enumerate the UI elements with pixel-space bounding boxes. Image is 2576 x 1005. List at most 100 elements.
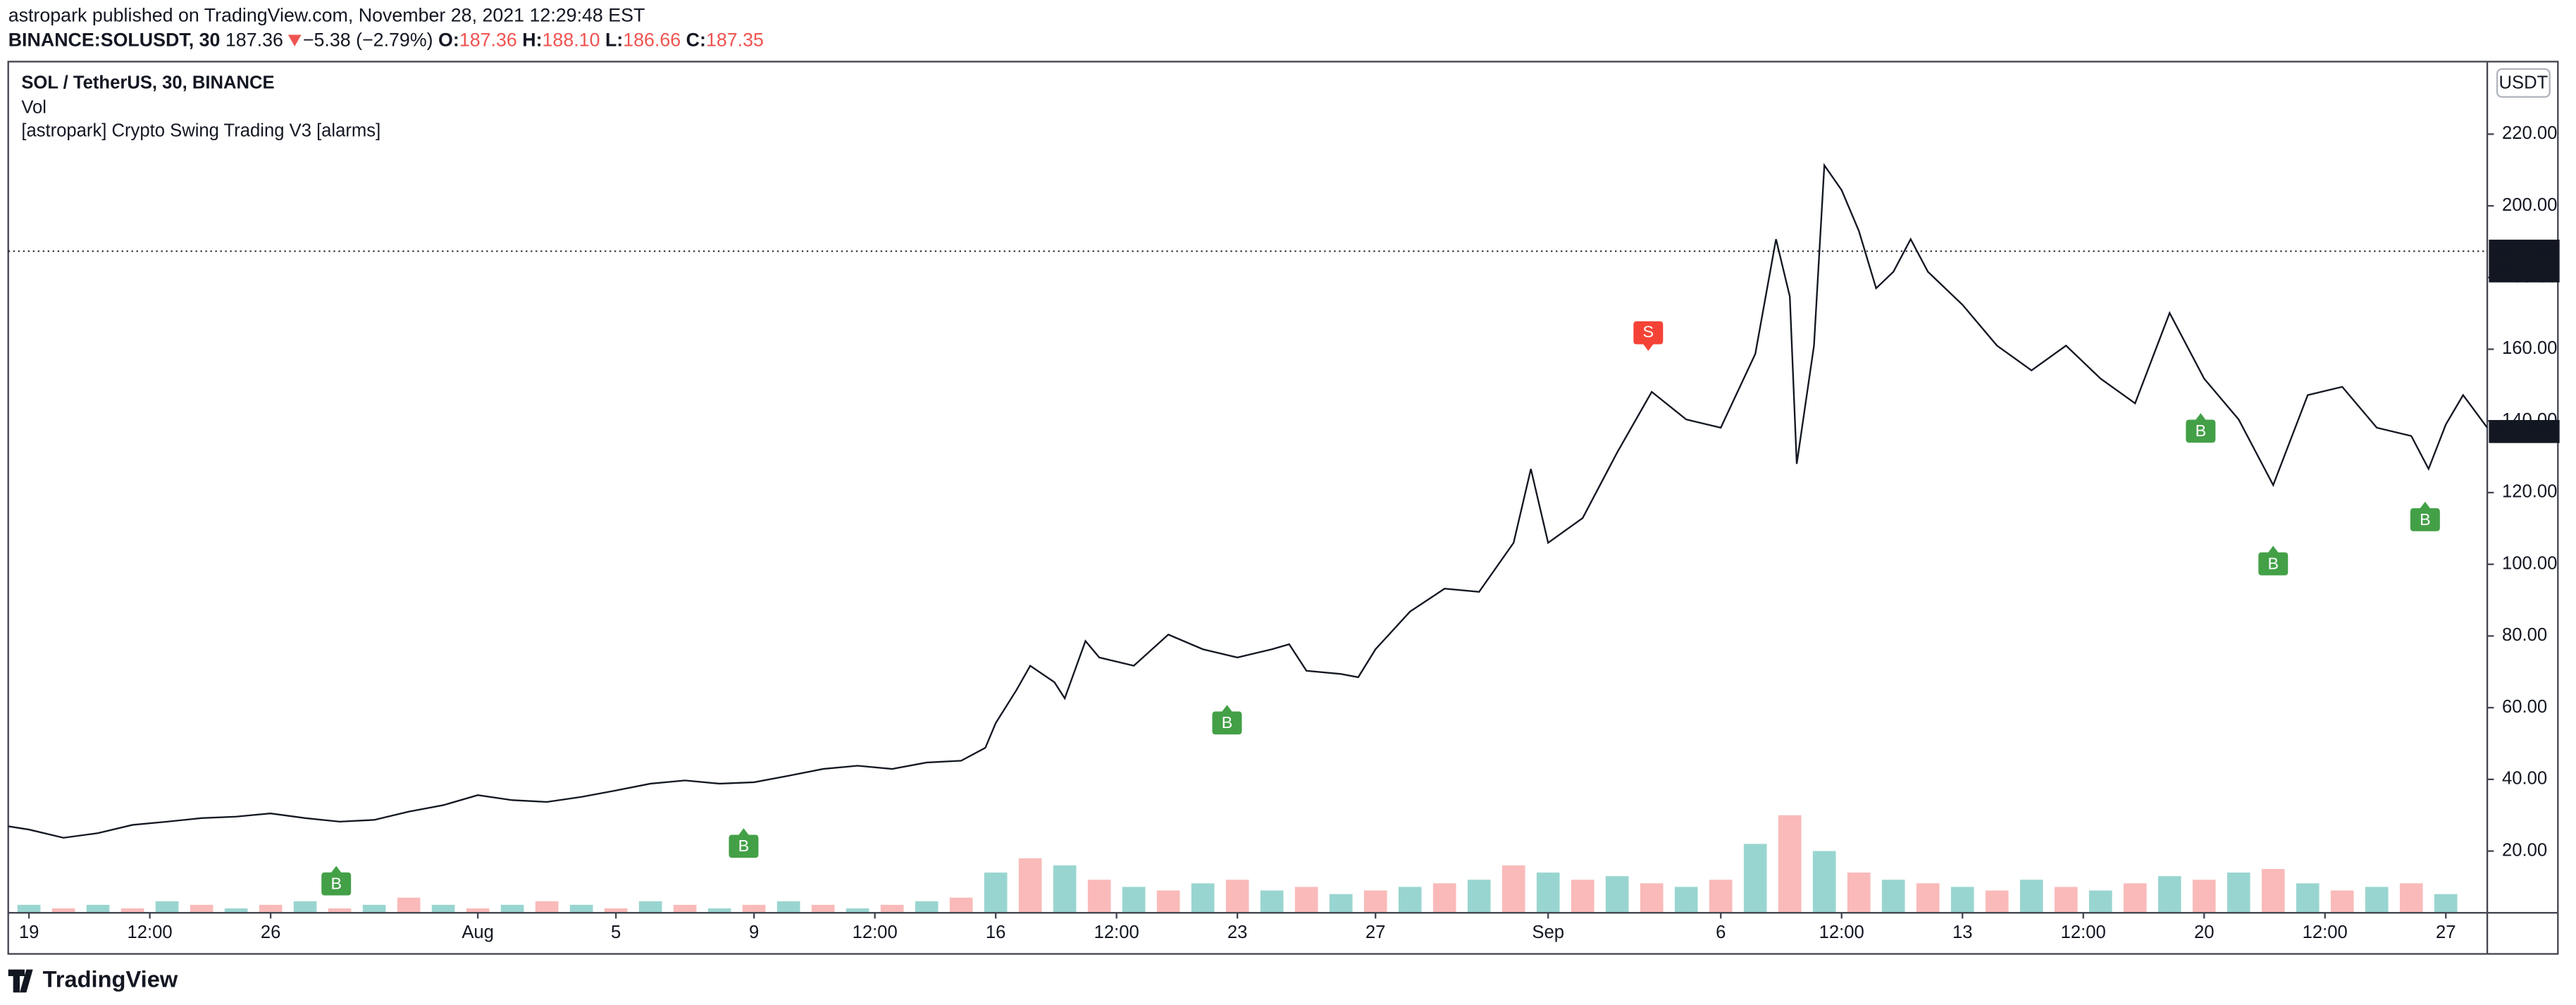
x-tick-label: 26 — [261, 923, 281, 942]
signal-label: B — [2420, 510, 2431, 529]
volume-bar — [742, 904, 766, 913]
x-tick-label: 9 — [749, 923, 759, 942]
price-label-box — [2489, 419, 2560, 443]
signal-badge — [2410, 501, 2440, 531]
volume-bar — [466, 908, 490, 913]
volume-bar — [846, 908, 869, 913]
volume-bar — [535, 901, 559, 913]
volume-bar — [1363, 890, 1387, 913]
volume-bar — [1087, 880, 1111, 913]
close-label: C: — [686, 29, 706, 50]
volume-bar — [51, 908, 75, 913]
volume-bar — [1536, 873, 1560, 913]
close: 187.35 — [706, 29, 764, 50]
volume-bar — [293, 901, 317, 913]
y-tick-label: 20.00 — [2502, 840, 2547, 860]
volume-bar — [1122, 887, 1146, 913]
volume-bar — [1225, 880, 1249, 913]
low: 186.66 — [623, 29, 681, 50]
volume-bar — [2399, 883, 2423, 913]
volume-bar — [1881, 880, 1905, 913]
volume-bar — [1640, 883, 1664, 913]
y-tick-label: 80.00 — [2502, 625, 2547, 645]
volume-bar — [673, 904, 697, 913]
signal-label: B — [330, 875, 342, 893]
high: 188.10 — [543, 29, 600, 50]
volume-bar — [1847, 873, 1871, 913]
down-arrow — [287, 35, 302, 47]
signal-badge — [1633, 321, 1664, 351]
signal-label: B — [2267, 554, 2279, 572]
x-tick-label: 23 — [1227, 923, 1248, 942]
signal-badge — [2258, 545, 2289, 576]
volume-bar — [431, 904, 455, 913]
low-label: L: — [605, 29, 623, 50]
volume-bar — [2088, 890, 2112, 913]
plot-area — [8, 163, 2488, 913]
currency-box[interactable] — [2496, 68, 2551, 98]
volume-bar — [2434, 894, 2458, 913]
signal-label: B — [2196, 421, 2207, 440]
volume-bar — [1018, 858, 1042, 913]
volume-bar — [2192, 880, 2216, 913]
volume-bar — [1709, 880, 1733, 913]
volume-bar — [776, 901, 800, 913]
price-label: 187.35 — [2496, 240, 2551, 260]
signal-badge — [321, 865, 352, 896]
x-tick-label: 12:00 — [1819, 923, 1864, 942]
volume-bar — [1329, 894, 1353, 913]
volume-bar — [1985, 890, 2009, 913]
signal: B — [2258, 545, 2289, 576]
open: 187.36 — [459, 29, 517, 50]
x-tick-label: 12:00 — [128, 923, 173, 942]
y-tick-label: 220.00 — [2502, 123, 2557, 143]
signal: B — [729, 828, 759, 858]
volume-bar — [915, 901, 939, 913]
price-label: 137.04 — [2496, 421, 2551, 440]
price-line — [8, 163, 2488, 839]
volume-bar — [1950, 887, 1974, 913]
signal-label: B — [738, 837, 750, 855]
volume-bar — [397, 897, 421, 913]
signal: S — [1633, 321, 1664, 351]
signal: B — [2410, 501, 2440, 531]
change: −5.38 (−2.79%) — [303, 29, 433, 50]
y-tick-label: 200.00 — [2502, 195, 2557, 215]
volume-bar — [2227, 873, 2250, 913]
x-tick-label: 19 — [19, 923, 39, 942]
signal-badge — [1212, 705, 1242, 735]
volume-bar — [259, 904, 283, 913]
volume-bar — [1571, 880, 1594, 913]
logo-mark — [8, 969, 33, 993]
price-label-box — [2489, 240, 2560, 283]
brand: TradingView — [43, 966, 178, 992]
volume-bar — [190, 904, 213, 913]
x-tick-label: Aug — [462, 923, 494, 942]
volume-bar — [1674, 887, 1698, 913]
volume-bar — [155, 901, 179, 913]
volume-bar — [1432, 883, 1456, 913]
x-tick-label: Sep — [1532, 923, 1564, 942]
open-label: O: — [438, 29, 459, 50]
volume-bar — [2157, 876, 2181, 913]
volume-bar — [638, 901, 662, 913]
volume-bar — [224, 908, 248, 913]
x-tick-label: 27 — [2436, 923, 2456, 942]
x-tick-label: 16 — [986, 923, 1006, 942]
signal: B — [2186, 413, 2216, 443]
y-tick-label: 40.00 — [2502, 769, 2547, 789]
indicator: [astropark] Crypto Swing Trading V3 [ala… — [21, 121, 380, 140]
volume-bar — [2019, 880, 2043, 913]
currency[interactable]: USDT — [2498, 73, 2548, 93]
volume-bar — [1260, 890, 1284, 913]
x-tick-label: 5 — [611, 923, 621, 942]
y-tick-label: 160.00 — [2502, 338, 2557, 358]
x-tick-label: 6 — [1716, 923, 1726, 942]
volume-bar — [1053, 865, 1077, 913]
signal-label: B — [1222, 713, 1233, 732]
volume-bar — [984, 873, 1008, 913]
signal-label: S — [1643, 322, 1654, 340]
y-tick-label: 120.00 — [2502, 482, 2557, 502]
